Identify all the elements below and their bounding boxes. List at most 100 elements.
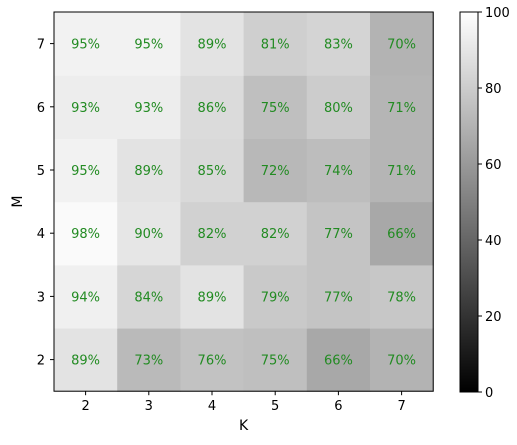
cell-value-label: 86%	[198, 101, 227, 116]
cell-value-label: 71%	[387, 101, 416, 116]
cell-value-label: 74%	[324, 164, 353, 179]
cell-value-label: 79%	[261, 290, 290, 305]
x-axis: 2 3 4 5 6 7	[81, 391, 406, 414]
cell-value-label: 89%	[134, 164, 163, 179]
heatmap-cell	[54, 75, 118, 139]
cell-value-label: 98%	[71, 227, 100, 242]
heatmap-cell	[306, 75, 371, 139]
heatmap-cell	[306, 12, 371, 76]
colorbar-tick-label: 40	[485, 234, 502, 249]
heatmap-cell	[243, 264, 308, 329]
y-tick-label: 4	[37, 227, 45, 242]
cell-value-label: 82%	[198, 227, 227, 242]
cell-value-label: 95%	[71, 38, 100, 53]
cell-value-label: 93%	[134, 101, 163, 116]
colorbar-tick-label: 80	[485, 82, 502, 97]
cell-value-label: 66%	[324, 354, 353, 369]
cell-value-label: 89%	[198, 290, 227, 305]
heatmap-cell	[54, 12, 118, 76]
heatmap-cell	[117, 12, 181, 76]
cell-value-label: 71%	[387, 164, 416, 179]
cell-value-label: 76%	[198, 354, 227, 369]
x-tick-label: 7	[397, 399, 405, 414]
y-tick-label: 2	[37, 354, 45, 369]
heatmap-cell	[54, 328, 118, 392]
cell-value-label: 72%	[261, 164, 290, 179]
x-tick-label: 5	[271, 399, 279, 414]
heatmap-cell	[117, 328, 181, 392]
x-tick-label: 2	[81, 399, 89, 414]
heatmap-cell	[180, 201, 245, 266]
heatmap-cell	[180, 264, 245, 329]
heatmap-cell	[117, 264, 181, 329]
colorbar-gradient	[459, 11, 479, 393]
cell-value-label: 89%	[71, 354, 100, 369]
cell-value-label: 78%	[387, 290, 416, 305]
cell-value-label: 83%	[324, 38, 353, 53]
heatmap-cell	[306, 201, 371, 266]
heatmap-cell	[243, 12, 308, 76]
y-tick-label: 5	[37, 164, 45, 179]
heatmap-cell	[370, 12, 434, 76]
cell-value-label: 75%	[261, 101, 290, 116]
heatmap-cell	[370, 328, 434, 392]
cell-value-label: 66%	[387, 227, 416, 242]
colorbar-tick-label: 20	[485, 310, 502, 325]
heatmap-cell	[370, 75, 434, 139]
y-axis-label: M	[10, 196, 26, 208]
x-tick-label: 3	[145, 399, 153, 414]
heatmap-cell	[306, 138, 371, 203]
colorbar: 0 20 40 60 80 100	[459, 6, 510, 401]
heatmap-cell	[117, 201, 181, 266]
x-tick-label: 4	[208, 399, 216, 414]
heatmap-cell	[180, 138, 245, 203]
cell-value-label: 70%	[387, 38, 416, 53]
cell-value-label: 95%	[134, 38, 163, 53]
cell-value-label: 77%	[324, 290, 353, 305]
x-axis-label: K	[239, 418, 249, 434]
heatmap-cell	[54, 138, 118, 203]
cell-value-label: 80%	[324, 101, 353, 116]
heatmap-cell	[180, 75, 245, 139]
heatmap-cell	[243, 138, 308, 203]
heatmap-cell	[370, 201, 434, 266]
cell-value-label: 90%	[134, 227, 163, 242]
heatmap-cell	[117, 138, 181, 203]
heatmap-cell-labels: 89% 73% 76% 75% 66% 70% 94% 84% 89% 79% 77% 78% 98% 9…	[71, 38, 416, 369]
heatmap-cell	[370, 138, 434, 203]
heatmap-cell	[243, 201, 308, 266]
y-axis: 2 3 4 5 6 7	[37, 38, 54, 369]
heatmap-cell	[117, 75, 181, 139]
cell-value-label: 82%	[261, 227, 290, 242]
cell-value-label: 70%	[387, 354, 416, 369]
heatmap-cell	[54, 264, 118, 329]
heatmap-cell	[306, 328, 371, 392]
heatmap-cell	[370, 264, 434, 329]
heatmap-cell	[306, 264, 371, 329]
heatmap-cell	[243, 75, 308, 139]
y-tick-label: 7	[37, 38, 45, 53]
cell-value-label: 81%	[261, 38, 290, 53]
x-tick-label: 6	[334, 399, 342, 414]
colorbar-tick-label: 60	[485, 158, 502, 173]
cell-value-label: 77%	[324, 227, 353, 242]
cell-value-label: 89%	[198, 38, 227, 53]
heatmap-cell	[54, 201, 118, 266]
cell-value-label: 95%	[71, 164, 100, 179]
plot-frame	[53, 11, 434, 392]
cell-value-label: 75%	[261, 354, 290, 369]
colorbar-tick-label: 0	[485, 386, 493, 401]
heatmap-cell	[243, 328, 308, 392]
heatmap-cell	[180, 328, 245, 392]
cell-value-label: 85%	[198, 164, 227, 179]
cell-value-label: 73%	[134, 354, 163, 369]
y-tick-label: 6	[37, 101, 45, 116]
heatmap-cells	[54, 12, 434, 392]
y-tick-label: 3	[37, 290, 45, 305]
colorbar-tick-label: 100	[485, 6, 510, 21]
heatmap-cell	[180, 12, 245, 76]
cell-value-label: 93%	[71, 101, 100, 116]
cell-value-label: 94%	[71, 290, 100, 305]
